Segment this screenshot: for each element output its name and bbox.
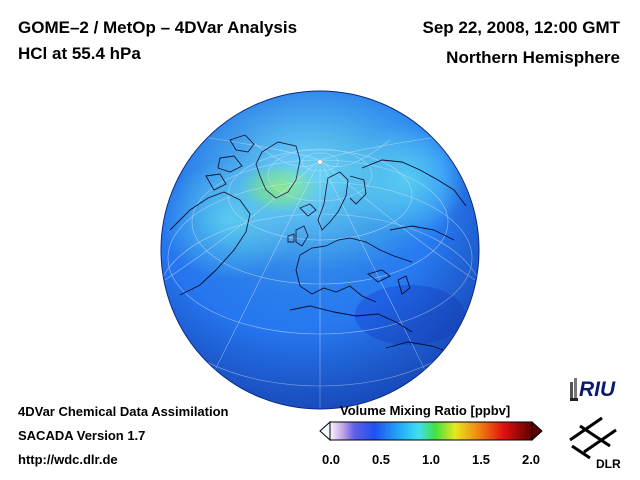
footer-url: http://wdc.dlr.de <box>18 452 118 467</box>
map-date: Sep 22, 2008, 12:00 GMT <box>422 18 621 37</box>
colorbar-max-arrow <box>531 420 543 442</box>
colorbar-tick-2: 1.0 <box>421 452 441 467</box>
map-title: GOME–2 / MetOp – 4DVar Analysis <box>18 18 298 37</box>
map-region: Northern Hemisphere <box>446 48 620 67</box>
riu-logo: RIU <box>570 378 616 401</box>
map-subtitle: HCl at 55.4 hPa <box>18 44 141 63</box>
dlr-logo-text: DLR <box>596 457 621 471</box>
globe-shading <box>161 91 479 409</box>
footer-line-2: SACADA Version 1.7 <box>18 428 146 443</box>
colorbar <box>319 420 543 442</box>
colorbar-gradient <box>329 421 533 441</box>
riu-logo-text: RIU <box>579 378 616 401</box>
globe-outline <box>160 90 480 410</box>
colorbar-min-arrow <box>319 420 331 442</box>
colorbar-title: Volume Mixing Ratio [ppbv] <box>340 403 511 418</box>
dlr-logo: DLR <box>569 416 621 471</box>
colorbar-tick-3: 1.5 <box>471 452 491 467</box>
colorbar-tick-1: 0.5 <box>371 452 391 467</box>
footer-line-1: 4DVar Chemical Data Assimilation <box>18 404 229 419</box>
colorbar-tick-4: 2.0 <box>521 452 541 467</box>
dlr-emblem-icon <box>569 416 617 460</box>
globe-map <box>160 90 480 410</box>
colorbar-tick-0: 0.0 <box>321 452 341 467</box>
